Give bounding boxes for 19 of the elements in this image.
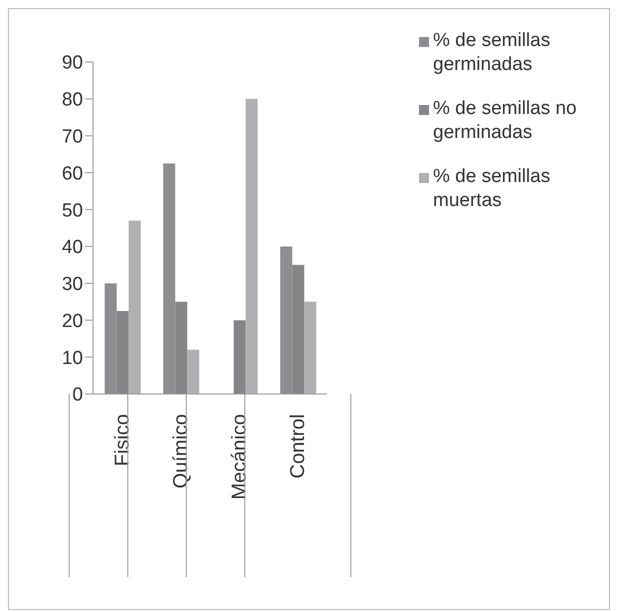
y-tick-label: 70 bbox=[62, 126, 83, 148]
y-tick-label: 10 bbox=[62, 348, 83, 369]
y-tick-label: 0 bbox=[72, 384, 83, 406]
x-tick-label: Control bbox=[286, 414, 309, 478]
y-tick-label: 30 bbox=[62, 274, 83, 296]
y-tick-label: 50 bbox=[62, 200, 83, 222]
y-tick-label: 40 bbox=[62, 237, 83, 258]
y-tick-label: 60 bbox=[62, 163, 83, 184]
legend-label: % de semillas no germinadas bbox=[433, 97, 578, 145]
legend-label: % de semillas germinadas bbox=[433, 29, 552, 77]
y-tick-label: 90 bbox=[62, 52, 83, 74]
bar bbox=[304, 302, 316, 394]
bar bbox=[128, 220, 141, 394]
bar bbox=[187, 350, 200, 394]
y-tick-label: 80 bbox=[62, 90, 83, 111]
y-tick-label: 20 bbox=[62, 310, 83, 332]
bar bbox=[234, 320, 246, 394]
legend-label: % de semillas muertas bbox=[433, 165, 552, 213]
bar bbox=[246, 98, 258, 394]
